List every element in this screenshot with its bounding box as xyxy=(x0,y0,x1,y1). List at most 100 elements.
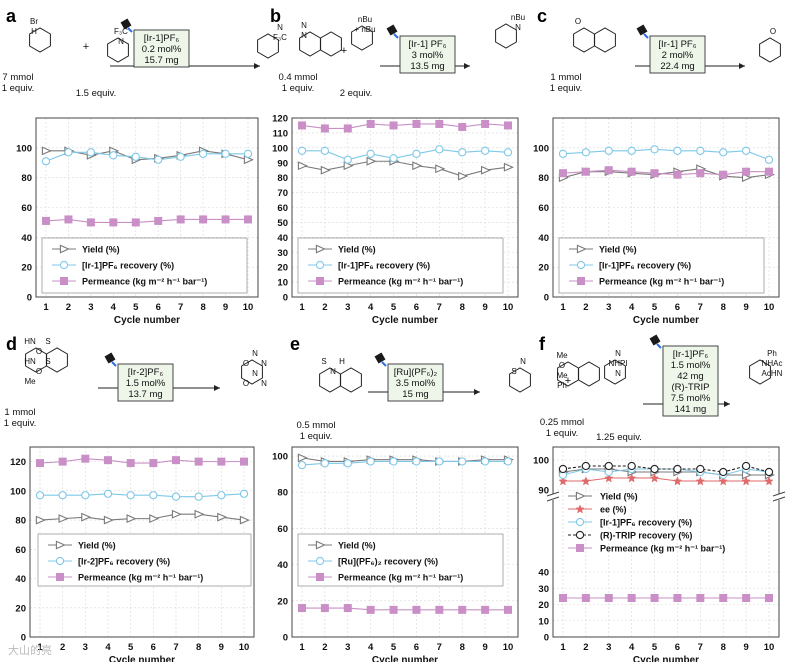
atom-label: N xyxy=(118,37,124,46)
atom-label: nBu xyxy=(511,13,525,22)
atom-label: N xyxy=(261,359,267,368)
legend-marker xyxy=(59,260,69,270)
atom-label: Me xyxy=(24,377,36,386)
data-point xyxy=(217,491,226,500)
plot-frame xyxy=(291,117,519,298)
x-tick-label: 9 xyxy=(743,642,748,653)
x-tick-label: 9 xyxy=(743,302,748,313)
y-tick-label: 80 xyxy=(21,173,32,184)
data-point xyxy=(389,457,398,466)
legend-entry: Permeance (kg m⁻² h⁻¹ bar⁻¹) xyxy=(600,544,725,554)
x-tick-label: 2 xyxy=(60,642,65,653)
y-tick-label: 10 xyxy=(277,278,288,289)
atom-label: N xyxy=(252,369,258,378)
y-tick-label: 80 xyxy=(15,516,26,527)
legend-entry: Yield (%) xyxy=(82,245,120,255)
series-line xyxy=(46,150,249,161)
data-point xyxy=(297,121,306,130)
data-point xyxy=(412,149,421,158)
data-point xyxy=(435,119,444,128)
molecule-ring xyxy=(578,361,600,387)
data-point xyxy=(64,148,73,157)
x-tick-label: 4 xyxy=(111,302,117,313)
x-tick-label: 10 xyxy=(503,642,514,653)
series-line xyxy=(45,151,248,162)
molecule-ring xyxy=(340,367,362,393)
reactant1-label: 1 equiv. xyxy=(282,83,315,94)
y-tick-label: 100 xyxy=(533,143,549,154)
atom-label: Me xyxy=(556,371,568,380)
data-point xyxy=(673,594,682,603)
x-tick-label: 3 xyxy=(345,642,350,653)
x-tick-label: 7 xyxy=(178,302,183,313)
data-point xyxy=(741,146,751,155)
reactant1-label: 0.25 mmol xyxy=(540,417,584,428)
data-point xyxy=(435,605,444,614)
atom-label: O xyxy=(770,27,776,36)
legend-entry: Yield (%) xyxy=(78,541,116,551)
x-tick-label: 7 xyxy=(698,302,703,313)
panel-letter: d xyxy=(6,334,17,354)
data-point xyxy=(481,605,490,614)
catalyst-line: 2 mol% xyxy=(662,50,694,61)
data-point xyxy=(458,605,467,614)
data-point xyxy=(764,476,774,486)
molecule-ring xyxy=(241,359,263,385)
data-point xyxy=(86,218,95,227)
data-point xyxy=(171,492,181,501)
data-point xyxy=(297,604,306,613)
x-tick-label: 1 xyxy=(43,302,49,313)
legend-marker xyxy=(315,573,324,582)
data-point xyxy=(320,124,329,133)
legend-box xyxy=(558,237,765,294)
data-point xyxy=(765,167,774,176)
data-point xyxy=(366,156,377,166)
light-ray-icon xyxy=(643,33,649,39)
data-point xyxy=(343,155,352,164)
x-tick-label: 3 xyxy=(606,302,611,313)
y-tick-label: 120 xyxy=(10,457,26,468)
reactant2-label: 1.5 equiv. xyxy=(76,88,117,99)
data-point xyxy=(81,512,92,522)
reactant1-label: 1 equiv. xyxy=(4,418,37,429)
data-point xyxy=(696,146,705,155)
catalyst-line: 1.5 mol% xyxy=(671,360,711,371)
data-point xyxy=(581,594,590,603)
data-point xyxy=(320,459,330,468)
data-point xyxy=(221,215,230,224)
data-point xyxy=(604,473,614,483)
y-tick-label: 60 xyxy=(21,203,32,214)
chart-f: 1 2 3 4 5 6 7 8 9 10 90 100 0 10 20 30 40 Cycle number Yie… xyxy=(533,446,786,662)
series-line xyxy=(562,148,770,161)
data-point xyxy=(239,515,250,525)
x-tick-label: 1 xyxy=(37,642,43,653)
molecule-ring xyxy=(351,25,373,51)
data-point xyxy=(58,514,69,524)
data-point xyxy=(558,464,568,474)
reactant1-label: 1 mmol xyxy=(550,72,581,83)
legend-marker xyxy=(56,573,65,582)
legend-entry: Permeance (kg m⁻² h⁻¹ bar⁻¹) xyxy=(82,277,207,287)
x-tick-label: 4 xyxy=(629,642,635,653)
x-tick-label: 5 xyxy=(391,642,397,653)
data-point xyxy=(42,216,51,225)
data-point xyxy=(194,457,203,466)
lamp-icon xyxy=(649,334,661,346)
light-ray-icon xyxy=(656,343,662,349)
data-point xyxy=(389,121,398,130)
data-point xyxy=(343,124,352,133)
atom-label: S xyxy=(511,367,516,376)
x-tick-label: 2 xyxy=(66,302,71,313)
data-point xyxy=(131,152,140,161)
y-tick-label: 100 xyxy=(272,452,288,463)
data-point xyxy=(558,149,568,158)
atom-label: AcHN xyxy=(762,369,783,378)
x-tick-label: 6 xyxy=(414,642,419,653)
x-tick-label: 2 xyxy=(322,642,327,653)
series-line xyxy=(563,477,769,482)
y-tick-label: 100 xyxy=(272,143,288,154)
atom-label: O xyxy=(36,347,42,356)
legend-entry: Yield (%) xyxy=(599,245,637,255)
atom-label: NHAc xyxy=(762,359,783,368)
data-point xyxy=(58,491,67,500)
